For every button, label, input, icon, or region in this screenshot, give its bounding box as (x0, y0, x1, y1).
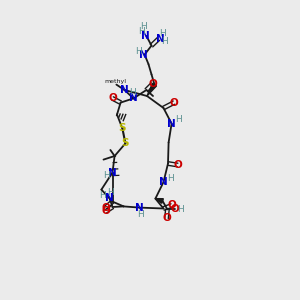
Text: H: H (99, 191, 106, 200)
Text: N: N (167, 118, 176, 129)
Text: H: H (103, 171, 110, 180)
Text: O: O (101, 206, 110, 217)
Text: N: N (120, 85, 129, 95)
Text: H: H (159, 29, 166, 38)
Text: N: N (159, 177, 168, 187)
Text: H: H (135, 46, 141, 56)
Text: O: O (167, 200, 176, 211)
Text: H: H (129, 88, 135, 97)
Text: O: O (148, 79, 157, 89)
Text: H: H (138, 27, 145, 36)
Text: H: H (177, 205, 183, 214)
Text: N: N (108, 167, 117, 178)
Text: H: H (167, 174, 174, 183)
Text: S: S (122, 138, 129, 148)
Text: S: S (119, 123, 126, 134)
Text: N: N (129, 93, 138, 103)
Text: N: N (105, 193, 114, 203)
Polygon shape (147, 83, 157, 96)
Text: O: O (162, 213, 171, 224)
Text: O: O (169, 98, 178, 108)
Text: O: O (101, 202, 110, 213)
Text: O: O (173, 160, 182, 170)
Polygon shape (155, 199, 164, 203)
Text: N: N (135, 202, 144, 213)
Text: H: H (175, 116, 182, 124)
Text: O: O (108, 93, 117, 103)
Text: O: O (170, 204, 179, 214)
Text: H: H (108, 188, 114, 197)
Text: H: H (140, 22, 146, 31)
Text: H: H (161, 37, 168, 46)
Text: N: N (140, 31, 149, 41)
Text: H: H (137, 210, 144, 219)
Text: N: N (155, 34, 164, 44)
Text: N: N (139, 50, 148, 60)
Text: methyl: methyl (104, 79, 126, 84)
